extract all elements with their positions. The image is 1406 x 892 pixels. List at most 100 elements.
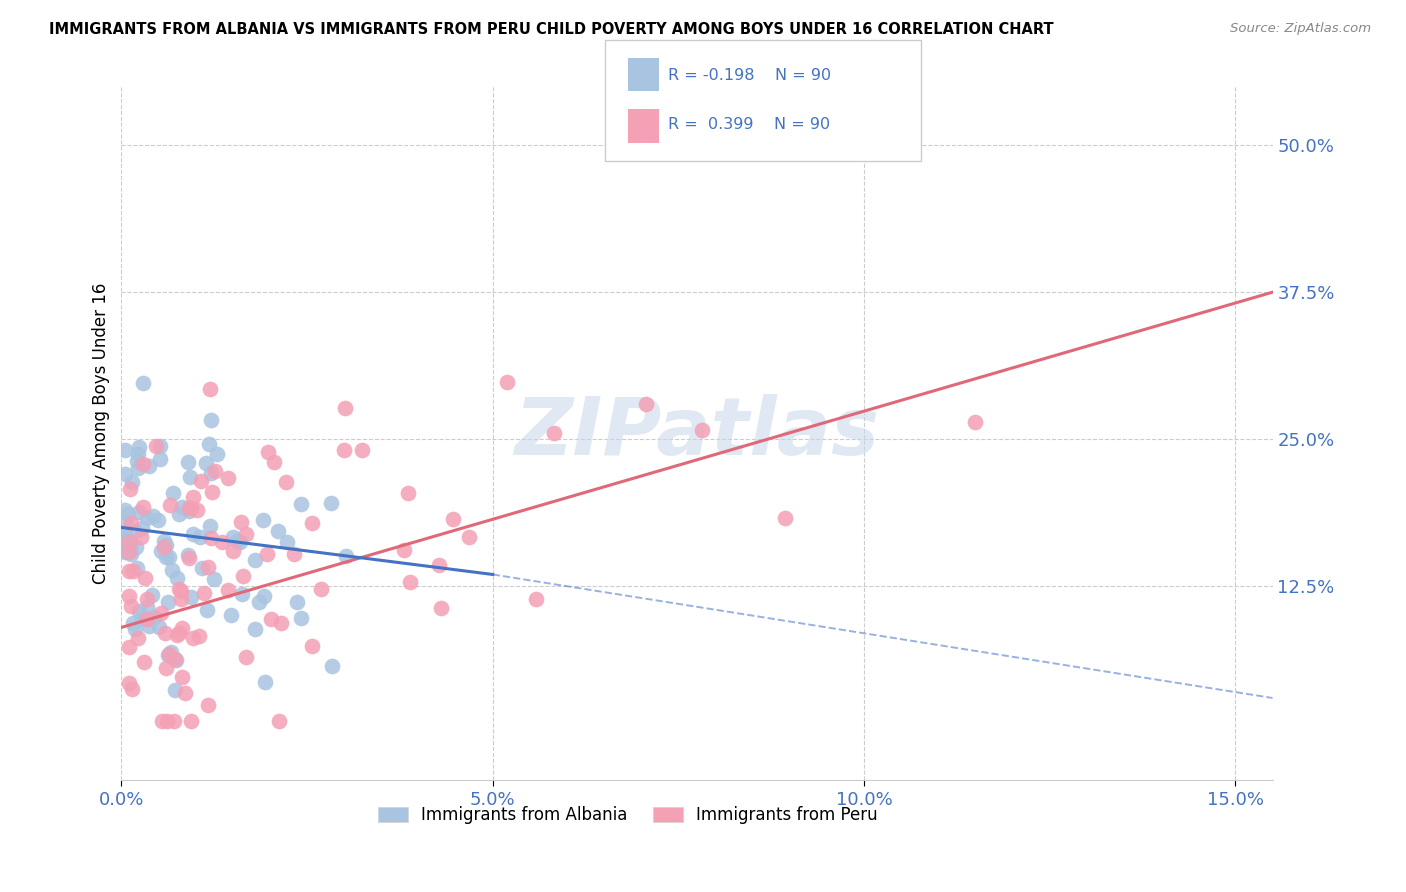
Point — [128, 440, 150, 454]
Point — [157, 550, 180, 565]
Point — [430, 601, 453, 615]
Point — [152, 534, 174, 549]
Point — [441, 512, 464, 526]
Point — [177, 548, 200, 562]
Point — [226, 533, 249, 548]
Point — [267, 524, 290, 538]
Point — [114, 467, 136, 481]
Point — [197, 698, 219, 712]
Point — [170, 591, 193, 606]
Point — [118, 676, 141, 690]
Point — [117, 507, 139, 521]
Point — [198, 382, 221, 396]
Point — [247, 595, 270, 609]
Point — [188, 530, 211, 544]
Point — [114, 516, 136, 530]
Point — [180, 714, 202, 729]
Point — [332, 442, 354, 457]
Point — [153, 541, 176, 555]
Point — [136, 510, 159, 524]
Point — [131, 521, 153, 535]
Point — [134, 655, 156, 669]
Point — [155, 549, 177, 564]
Text: Source: ZipAtlas.com: Source: ZipAtlas.com — [1230, 22, 1371, 36]
Point — [524, 592, 547, 607]
Point — [252, 513, 274, 527]
Point — [145, 439, 167, 453]
Point — [319, 496, 342, 510]
Point — [254, 675, 277, 690]
Point — [177, 551, 200, 566]
Point — [200, 413, 222, 427]
Point — [118, 534, 141, 549]
Point — [283, 547, 305, 561]
Point — [141, 588, 163, 602]
Point — [180, 590, 202, 604]
Point — [150, 543, 173, 558]
Point — [260, 612, 283, 626]
Point — [124, 623, 146, 637]
Point — [211, 534, 233, 549]
Point — [190, 475, 212, 489]
Point — [127, 447, 149, 461]
Point — [235, 650, 257, 665]
Point — [131, 500, 153, 514]
Point — [132, 376, 155, 390]
Point — [335, 549, 357, 564]
Point — [197, 603, 219, 617]
Point — [634, 396, 657, 410]
Point — [122, 615, 145, 630]
Point — [128, 605, 150, 619]
Point — [167, 508, 190, 522]
Point — [120, 599, 142, 613]
Point — [129, 530, 152, 544]
Point — [257, 445, 280, 459]
Point — [120, 516, 142, 530]
Point — [127, 560, 149, 574]
Point — [219, 608, 242, 623]
Point — [160, 645, 183, 659]
Point — [543, 426, 565, 441]
Point — [181, 527, 204, 541]
Point — [138, 619, 160, 633]
Point — [143, 609, 166, 624]
Point — [114, 545, 136, 559]
Point — [159, 499, 181, 513]
Point — [186, 503, 208, 517]
Point — [162, 485, 184, 500]
Point — [157, 648, 180, 662]
Point — [146, 513, 169, 527]
Point — [392, 543, 415, 558]
Point — [117, 539, 139, 553]
Point — [200, 531, 222, 545]
Point — [229, 535, 252, 549]
Point — [118, 545, 141, 559]
Point — [118, 589, 141, 603]
Point — [136, 612, 159, 626]
Point — [217, 582, 239, 597]
Point — [174, 686, 197, 700]
Point — [231, 587, 253, 601]
Point — [114, 533, 136, 547]
Point — [311, 582, 333, 596]
Point — [235, 527, 257, 541]
Point — [170, 583, 193, 598]
Point — [166, 571, 188, 585]
Point — [165, 683, 187, 698]
Point — [965, 415, 987, 429]
Point — [118, 564, 141, 578]
Point — [114, 443, 136, 458]
Point — [321, 658, 343, 673]
Point — [153, 626, 176, 640]
Point — [232, 568, 254, 582]
Text: R = -0.198    N = 90: R = -0.198 N = 90 — [668, 69, 831, 83]
Point — [205, 447, 228, 461]
Text: ZIPatlas: ZIPatlas — [515, 394, 880, 473]
Point — [142, 508, 165, 523]
Point — [243, 622, 266, 636]
Point — [399, 575, 422, 590]
Point — [115, 530, 138, 544]
Point — [167, 582, 190, 597]
Point — [201, 485, 224, 500]
Point — [245, 553, 267, 567]
